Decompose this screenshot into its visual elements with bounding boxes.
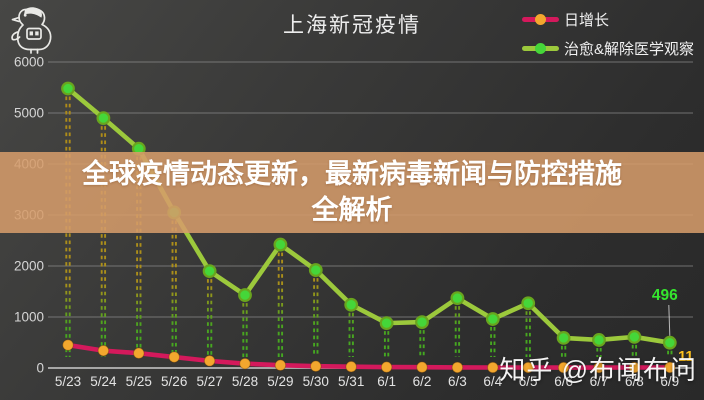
daily-increase-marker bbox=[664, 361, 676, 374]
x-tick-label: 6/2 bbox=[413, 374, 432, 389]
callout-line bbox=[668, 304, 671, 336]
legend-line-swatch bbox=[521, 43, 559, 54]
daily-increase-marker bbox=[451, 361, 464, 374]
legend-dot-swatch bbox=[534, 14, 546, 25]
y-tick-label: 1000 bbox=[14, 310, 44, 325]
daily-increase-marker bbox=[416, 361, 428, 374]
x-tick-label: 5/26 bbox=[161, 374, 187, 389]
x-tick-label: 5/31 bbox=[338, 374, 364, 389]
daily-increase-marker bbox=[380, 361, 393, 373]
daily-increase-marker bbox=[133, 347, 145, 360]
legend-item-cured-released: 治愈&解除医学观察 bbox=[521, 38, 694, 59]
cured-released-marker bbox=[61, 81, 75, 96]
x-tick-label: 6/3 bbox=[448, 374, 467, 389]
y-tick-label: 6000 bbox=[14, 55, 44, 70]
zhihu-watermark: 知乎 @布闻布问 bbox=[499, 355, 697, 385]
cured-released-marker bbox=[592, 333, 606, 347]
y-tick-label: 5000 bbox=[14, 106, 44, 121]
daily-increase-marker bbox=[203, 355, 216, 367]
x-tick-label: 5/25 bbox=[126, 374, 152, 389]
bird-doodle-icon bbox=[8, 2, 64, 60]
x-tick-label: 5/29 bbox=[267, 374, 293, 389]
daily-increase-line bbox=[65, 342, 673, 370]
cured-released-marker bbox=[273, 237, 288, 252]
banner-headline-line1: 全球疫情动态更新，最新病毒新闻与防控措施 bbox=[82, 158, 622, 189]
daily-increase-marker bbox=[310, 360, 322, 373]
cured-released-marker bbox=[415, 315, 429, 330]
legend-item-label: 日增长 bbox=[563, 12, 609, 29]
x-tick-label: 5/30 bbox=[303, 374, 329, 389]
cured-released-marker bbox=[238, 288, 252, 302]
x-tick-label: 5/28 bbox=[232, 374, 258, 389]
legend-item-label: 治愈&解除医学观察 bbox=[563, 41, 694, 58]
legend-line-swatch bbox=[521, 14, 559, 25]
cured-released-marker bbox=[450, 291, 465, 306]
daily-increase-marker bbox=[239, 357, 251, 370]
legend-dot-swatch bbox=[534, 43, 546, 54]
x-tick-label: 6/5 bbox=[519, 374, 538, 389]
daily-increase-marker bbox=[593, 361, 605, 374]
page-title: 上海新冠疫情 bbox=[283, 14, 421, 37]
annotation-red-last-value: 11 bbox=[678, 349, 693, 365]
cured-released-marker bbox=[556, 331, 571, 345]
cured-released-marker bbox=[96, 111, 111, 125]
banner-headline-line2: 全解析 bbox=[311, 194, 393, 225]
cured-released-marker bbox=[521, 296, 536, 311]
daily-increase-marker bbox=[168, 351, 180, 363]
daily-increase-marker bbox=[522, 361, 535, 374]
legend: 日增长 治愈&解除医学观察 bbox=[521, 9, 694, 59]
daily-increase-marker bbox=[628, 361, 641, 374]
x-tick-label: 5/24 bbox=[90, 374, 117, 389]
cured-released-marker bbox=[308, 263, 323, 277]
cured-released-marker bbox=[485, 312, 500, 326]
annotation-green-last-value: 496 bbox=[652, 287, 678, 304]
cured-released-marker bbox=[344, 297, 359, 312]
news-banner: 全球疫情动态更新，最新病毒新闻与防控措施 全解析 bbox=[0, 152, 704, 233]
legend-item-daily-increase: 日增长 bbox=[521, 9, 609, 30]
x-tick-label: 6/1 bbox=[377, 374, 396, 389]
x-tick-label: 6/4 bbox=[483, 374, 502, 389]
x-tick-label: 5/27 bbox=[196, 374, 222, 389]
x-tick-label: 5/23 bbox=[55, 374, 81, 389]
daily-increase-marker bbox=[345, 360, 358, 373]
y-tick-label: 0 bbox=[36, 361, 44, 376]
daily-increase-marker bbox=[97, 344, 110, 357]
daily-increase-marker bbox=[487, 361, 499, 374]
daily-increase-marker bbox=[274, 359, 287, 371]
cured-released-marker bbox=[627, 329, 642, 344]
daily-increase-marker bbox=[62, 339, 74, 351]
x-tick-label: 6/7 bbox=[590, 374, 609, 389]
y-tick-label: 2000 bbox=[14, 259, 44, 274]
daily-increase-marker bbox=[557, 361, 570, 374]
cured-released-marker bbox=[662, 335, 677, 350]
cured-released-marker bbox=[379, 316, 394, 331]
cured-released-marker bbox=[202, 264, 217, 279]
x-tick-label: 6/8 bbox=[625, 374, 644, 389]
x-tick-label: 6/9 bbox=[660, 374, 679, 389]
x-tick-label: 6/6 bbox=[554, 374, 573, 389]
